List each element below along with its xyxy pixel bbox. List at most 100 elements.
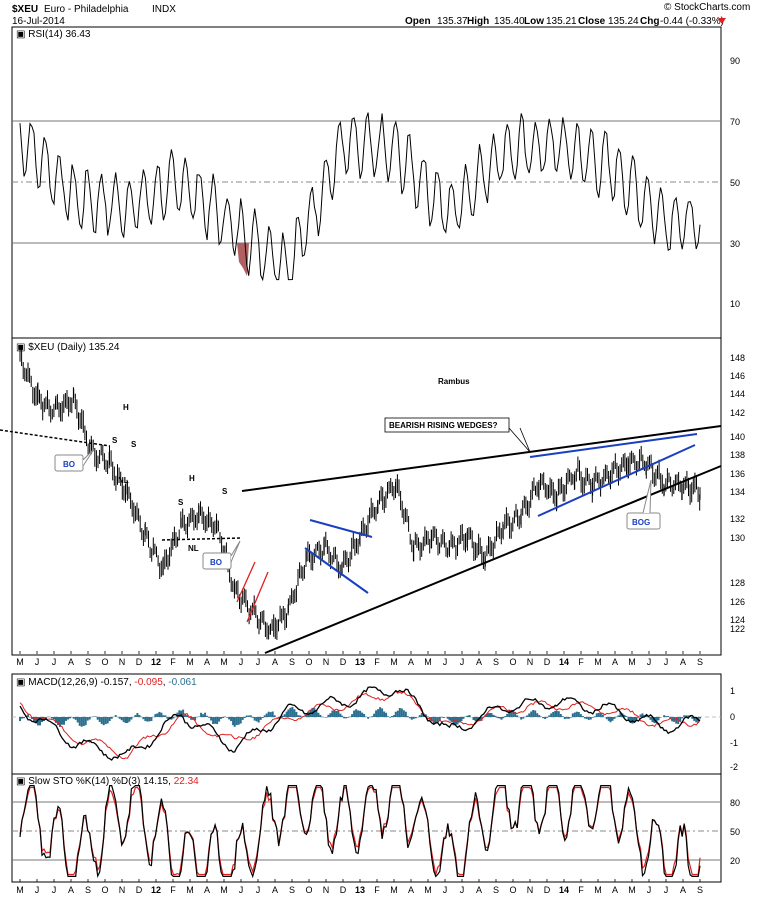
macd-hist-bar <box>57 717 59 726</box>
macd-hist-bar <box>486 713 489 717</box>
macd-hist-bar <box>96 717 99 720</box>
macd-hist-bar <box>206 715 209 717</box>
x-axis-label: A <box>680 657 686 667</box>
macd-hist-bar <box>468 715 471 717</box>
macd-hist-bar <box>76 717 79 723</box>
x-axis-label: 13 <box>355 885 365 895</box>
macd-hist-bar <box>635 717 638 721</box>
macd-hist-bar <box>281 715 284 717</box>
price-tick: 134 <box>730 487 745 497</box>
x-axis-label: M <box>628 657 636 667</box>
macd-hist-bar <box>220 717 223 719</box>
macd-hist-bar <box>536 713 539 717</box>
macd-hist-bar <box>361 712 364 717</box>
macd-hist-bar <box>222 717 225 718</box>
price-panel-label: ▣ $XEU (Daily) 135.24 <box>16 342 120 353</box>
macd-hist-bar <box>241 717 244 720</box>
macd-hist-bar <box>51 717 53 719</box>
macd-hist-bar <box>490 713 493 717</box>
macd-hist-bar <box>37 717 39 726</box>
x-axis-label: D <box>136 885 143 895</box>
macd-hist-bar <box>685 715 688 717</box>
exchange: INDX <box>152 4 176 15</box>
macd-hist-bar <box>683 715 686 717</box>
x-axis-label: S <box>85 657 91 667</box>
x-axis-label: F <box>374 885 380 895</box>
macd-hist-bar <box>208 717 211 718</box>
macd-hist-bar <box>267 711 270 717</box>
head-label-1: H <box>123 403 129 412</box>
price-tick: 130 <box>730 533 745 543</box>
macd-hist-bar <box>699 717 701 719</box>
x-axis-label: J <box>460 885 465 895</box>
x-axis-label: M <box>424 885 432 895</box>
neckline-label-2: NL <box>188 544 199 553</box>
neckline-1 <box>0 429 111 447</box>
macd-hist-bar <box>158 711 161 717</box>
x-axis-label: 14 <box>559 885 569 895</box>
wedge-callout-text: BEARISH RISING WEDGES? <box>389 421 498 430</box>
macd-hist-bar <box>108 717 111 721</box>
macd-hist-bar <box>59 717 61 727</box>
macd-panel-frame <box>11 673 722 775</box>
macd-hist-bar <box>377 709 380 717</box>
macd-hist-bar <box>94 716 97 717</box>
macd-hist-bar <box>472 717 475 720</box>
macd-hist-bar <box>440 717 443 718</box>
macd-tick: -1 <box>730 738 738 748</box>
macd-hist-bar <box>295 711 298 717</box>
macd-hist-bar <box>557 711 560 717</box>
macd-hist-bar <box>595 713 598 717</box>
rsi-tick-50: 50 <box>730 178 740 188</box>
macd-hist-bar <box>619 712 622 717</box>
macd-hist-bar <box>391 716 394 717</box>
macd-hist-bar <box>385 712 388 717</box>
macd-hist-bar <box>251 717 254 718</box>
macd-hist-bar <box>577 712 580 717</box>
macd-hist-bar <box>633 717 636 723</box>
macd-hist-bar <box>398 708 401 717</box>
macd-hist-bar <box>162 715 165 717</box>
macd-hist-bar <box>649 717 652 720</box>
macd-signal-line <box>19 690 701 760</box>
macd-hist-bar <box>448 717 451 721</box>
sto-tick: 80 <box>730 798 740 808</box>
macd-hist-bar <box>406 716 409 717</box>
macd-hist-bar <box>305 714 308 717</box>
macd-hist-bar <box>538 715 541 717</box>
macd-hist-bar <box>273 715 276 717</box>
macd-hist-bar <box>460 717 463 721</box>
macd-hist-bar <box>520 717 523 720</box>
x-axis-label: S <box>697 885 703 895</box>
macd-hist-bar <box>373 713 376 717</box>
macd-hist-bar <box>178 710 181 717</box>
macd-hist-bar <box>144 717 147 721</box>
macd-hist-bar <box>55 717 57 723</box>
macd-hist-bar <box>233 717 236 727</box>
macd-hist-bar <box>554 710 557 717</box>
macd-hist-bar <box>466 715 469 717</box>
macd-hist-bar <box>393 715 396 717</box>
x-axis-label: F <box>578 885 584 895</box>
price-tick: 144 <box>730 389 745 399</box>
macd-hist-bar <box>148 717 151 722</box>
macd-hist-bar <box>506 713 509 717</box>
x-axis-label: J <box>647 885 652 895</box>
rsi-oversold-fill <box>237 243 249 276</box>
macd-hist-bar <box>124 717 127 723</box>
x-axis-label: A <box>272 885 278 895</box>
wedge-lower-line <box>537 444 696 517</box>
macd-hist-bar <box>146 717 149 722</box>
macd-hist-bar <box>293 709 296 717</box>
macd-hist-bar <box>33 717 35 722</box>
macd-hist-bar <box>170 717 173 720</box>
macd-hist-bar <box>412 717 415 719</box>
macd-line <box>19 686 701 761</box>
macd-hist-bar <box>494 715 497 717</box>
wedge-upper-line <box>529 433 698 458</box>
x-axis-label: J <box>664 885 669 895</box>
x-axis-label: F <box>170 657 176 667</box>
macd-hist-bar <box>110 717 113 719</box>
macd-hist-bar <box>164 715 167 717</box>
